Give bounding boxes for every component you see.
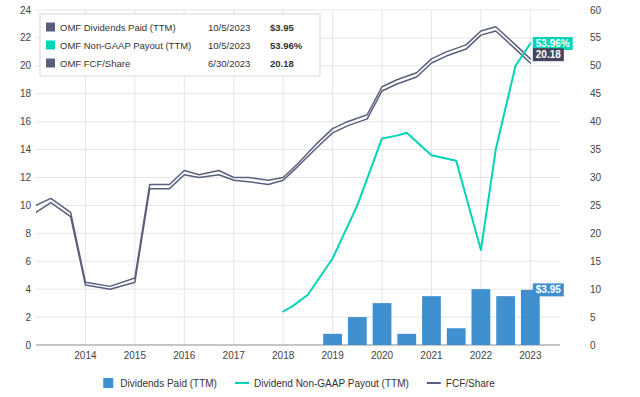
- x-tick-label: 2014: [74, 350, 97, 361]
- grid-line-x: [382, 10, 383, 345]
- y2-tick-label: 55: [590, 32, 602, 43]
- annotation: 53.96%: [536, 38, 570, 49]
- legend-label: Dividend Non-GAAP Payout (TTM): [254, 378, 409, 389]
- legend-item: Dividends Paid (TTM): [103, 378, 217, 389]
- legend: Dividends Paid (TTM) Dividend Non-GAAP Pa…: [103, 378, 495, 389]
- line: [283, 44, 530, 312]
- y-tick-label: 0: [25, 340, 31, 351]
- bar: [472, 289, 491, 345]
- annotation: 20.18: [536, 49, 561, 60]
- annotation: $3.95: [536, 284, 561, 295]
- y-tick-label: 10: [20, 200, 32, 211]
- bar: [496, 296, 515, 345]
- info-label: OMF Non-GAAP Payout (TTM): [60, 40, 191, 51]
- x-tick-label: 2015: [124, 350, 147, 361]
- legend-swatch: [103, 378, 113, 388]
- info-box: OMF Dividends Paid (TTM) 10/5/2023 $3.95 OM…: [40, 14, 320, 76]
- y2-tick-label: 50: [590, 60, 602, 71]
- legend-swatch: [235, 382, 249, 384]
- info-date: 10/5/2023: [208, 22, 250, 33]
- y2-tick-label: 25: [590, 200, 602, 211]
- x-tick-label: 2019: [321, 350, 344, 361]
- info-value: 53.96%: [270, 40, 303, 51]
- y2-tick-label: 0: [590, 340, 596, 351]
- x-tick-label: 2017: [223, 350, 246, 361]
- y2-tick-label: 5: [590, 312, 596, 323]
- line: [36, 27, 530, 287]
- x-tick-label: 2020: [371, 350, 394, 361]
- info-swatch: [46, 41, 55, 50]
- bar: [422, 296, 441, 345]
- info-label: OMF Dividends Paid (TTM): [60, 22, 176, 33]
- y-tick-label: 18: [20, 88, 32, 99]
- y2-tick-label: 45: [590, 88, 602, 99]
- y-tick-label: 24: [20, 5, 32, 16]
- x-tick-label: 2023: [519, 350, 542, 361]
- y-tick-label: 22: [20, 32, 32, 43]
- x-tick-label: 2021: [420, 350, 443, 361]
- info-box-frame: [40, 14, 320, 76]
- x-tick-label: 2016: [173, 350, 196, 361]
- grid: [36, 10, 560, 345]
- x-tick-label: 2018: [272, 350, 295, 361]
- info-date: 6/30/2023: [208, 58, 250, 69]
- y2-tick-label: 15: [590, 256, 602, 267]
- y2-tick-label: 20: [590, 228, 602, 239]
- y-tick-label: 14: [20, 144, 32, 155]
- annotation-box: [533, 283, 564, 296]
- y2-tick-label: 35: [590, 144, 602, 155]
- annotation-box: [533, 48, 564, 61]
- grid-line-x: [431, 10, 432, 345]
- bar: [323, 334, 342, 345]
- info-swatch: [46, 23, 55, 32]
- legend-item: Dividend Non-GAAP Payout (TTM): [235, 378, 409, 389]
- x-tick-label: 2022: [470, 350, 493, 361]
- info-label: OMF FCF/Share: [60, 58, 130, 69]
- bar: [521, 290, 540, 345]
- legend-label: Dividends Paid (TTM): [120, 378, 217, 389]
- info-value: $3.95: [270, 22, 294, 33]
- y2-tick-label: 40: [590, 116, 602, 127]
- annotation-box: [533, 37, 573, 50]
- legend-label: FCF/Share: [446, 378, 495, 389]
- grid-line-x: [332, 10, 333, 345]
- y-tick-label: 6: [25, 256, 31, 267]
- bar: [348, 317, 367, 345]
- y-tick-label: 4: [25, 284, 31, 295]
- axes: 0246810121416182022240510152025303540455…: [20, 5, 602, 362]
- y-tick-label: 8: [25, 228, 31, 239]
- y2-tick-label: 10: [590, 284, 602, 295]
- legend-swatch: [427, 382, 441, 384]
- bar: [447, 328, 466, 345]
- info-value: 20.18: [270, 58, 294, 69]
- info-swatch: [46, 59, 55, 68]
- y-tick-label: 16: [20, 116, 32, 127]
- y2-tick-label: 60: [590, 5, 602, 16]
- legend-item: FCF/Share: [427, 378, 495, 389]
- y2-tick-label: 30: [590, 172, 602, 183]
- bar: [397, 334, 416, 345]
- y-tick-label: 2: [25, 312, 31, 323]
- y-tick-label: 12: [20, 172, 32, 183]
- y-tick-label: 20: [20, 60, 32, 71]
- bar: [373, 303, 392, 345]
- annotations: 53.96%20.18 $3.95: [533, 37, 573, 296]
- chart: 0246810121416182022240510152025303540455…: [0, 0, 640, 397]
- info-date: 10/5/2023: [208, 40, 250, 51]
